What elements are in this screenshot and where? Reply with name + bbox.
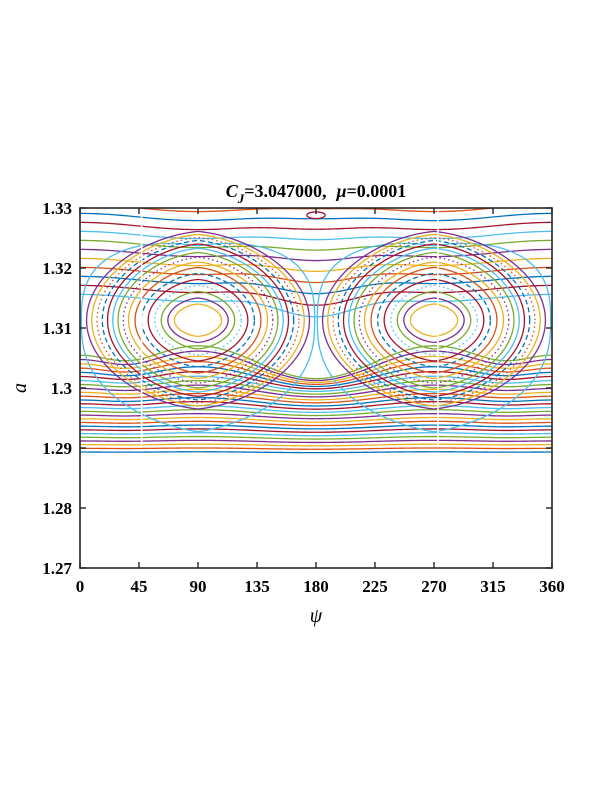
upper-circulating-curve: [80, 257, 552, 273]
chart-title: CJ=3.047000, μ=0.0001: [226, 181, 407, 206]
lower-circulating-curve: [80, 451, 552, 454]
libration-curve: [403, 297, 465, 344]
upper-circulating-curve: [80, 230, 552, 241]
libration-curve: [327, 233, 541, 407]
x-tick-label: 45: [131, 577, 148, 596]
x-tick-label: 90: [190, 577, 207, 596]
lower-circulating-curve: [80, 404, 552, 414]
libration-curve: [348, 247, 520, 393]
y-tick-label: 1.32: [42, 259, 72, 278]
libration-curve: [134, 266, 262, 374]
title-c: C: [226, 181, 239, 201]
plot-area-background: [80, 208, 552, 568]
lower-circulating-curve: [80, 439, 552, 444]
upper-circulating-curve: [80, 293, 552, 318]
title-mu: μ: [336, 181, 347, 201]
y-tick-label: 1.27: [42, 559, 72, 578]
x-tick-label: 180: [303, 577, 329, 596]
libration-curve: [154, 284, 242, 356]
x-axis-label: ψ: [310, 605, 323, 627]
x-tick-label: 360: [539, 577, 565, 596]
libration-curve: [342, 243, 526, 398]
lower-circulating-curve: [80, 380, 552, 395]
upper-circulating-curve: [80, 239, 552, 251]
lower-circulating-curve: [80, 428, 552, 433]
libration-curve: [101, 239, 295, 401]
libration-curve: [173, 303, 223, 338]
y-tick-label: 1.33: [42, 199, 72, 218]
libration-curve: [117, 251, 279, 389]
lower-circulating-curve: [80, 388, 552, 401]
libration-curve: [376, 272, 492, 368]
lower-circulating-curve: [80, 400, 552, 410]
libration-curve: [396, 290, 472, 350]
libration-curve: [106, 243, 290, 398]
lower-circulating-curve: [80, 345, 552, 380]
title-mu-value: =0.0001: [347, 181, 407, 201]
y-tick-label: 1.28: [42, 499, 72, 518]
separatrix-curve: [316, 242, 552, 433]
title-c-value: =3.047000,: [244, 181, 326, 201]
lower-circulating-curve: [80, 384, 552, 398]
libration-curve: [409, 303, 459, 338]
lower-circulating-curve: [80, 424, 552, 430]
top-island-curve: [306, 211, 326, 220]
upper-circulating-curve: [80, 284, 552, 306]
libration-curve: [363, 261, 505, 380]
libration-curve: [383, 278, 485, 362]
lower-circulating-curve: [80, 366, 552, 388]
axis-ticks: [79, 207, 553, 569]
libration-curve: [337, 239, 531, 401]
x-tick-label: 0: [76, 577, 85, 596]
libration-curve: [160, 290, 236, 350]
libration-curve: [358, 256, 510, 384]
libration-curve: [147, 278, 249, 362]
libration-curve: [91, 233, 305, 407]
y-axis-label: a: [9, 383, 31, 393]
lower-circulating-curve: [80, 355, 552, 384]
y-tick-label: 1.3: [51, 379, 72, 398]
libration-curve: [390, 284, 478, 356]
libration-curve: [140, 272, 256, 368]
libration-curve: [167, 297, 229, 344]
lower-circulating-curve: [80, 409, 552, 417]
x-tick-label: 315: [480, 577, 506, 596]
x-tick-label: 135: [244, 577, 270, 596]
libration-curve: [370, 266, 498, 374]
libration-curve: [112, 247, 284, 393]
lower-circulating-curve: [80, 416, 552, 423]
libration-curve: [332, 236, 536, 404]
separatrix-curve: [80, 242, 316, 433]
libration-curve: [85, 230, 311, 410]
lower-circulating-curve: [80, 432, 552, 437]
libration-curve: [321, 230, 547, 410]
lower-circulating-curve: [80, 443, 552, 447]
libration-curve: [122, 256, 274, 384]
tick-labels: 0 45 90 135 180 225 270 315 360 1.27 1.28 1.29 1.3 1.…: [42, 199, 565, 596]
libration-curve: [353, 251, 515, 389]
lower-circulating-curve: [80, 413, 552, 420]
libration-curve: [127, 261, 269, 380]
lower-circulating-curve: [80, 420, 552, 427]
lower-circulating-curve: [80, 447, 552, 450]
upper-circulating-curve: [80, 221, 552, 231]
y-tick-label: 1.31: [42, 319, 72, 338]
upper-circulating-curve: [80, 266, 552, 284]
y-tick-label: 1.29: [42, 439, 72, 458]
lower-circulating-curve: [80, 361, 552, 385]
title-c-subscript: J: [237, 191, 245, 206]
lower-circulating-curve: [80, 435, 552, 440]
x-tick-label: 225: [362, 577, 388, 596]
x-tick-label: 270: [421, 577, 447, 596]
trajectory-curves: [80, 208, 552, 454]
libration-curve: [96, 236, 300, 404]
